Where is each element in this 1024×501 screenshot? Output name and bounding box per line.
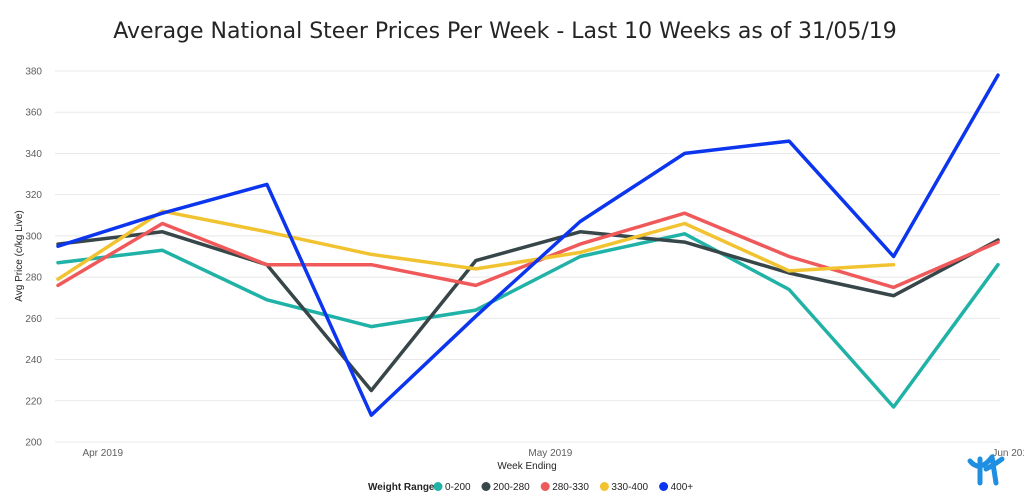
legend-item-200-280[interactable]: 200-280 [481,482,531,493]
series-line-200-280 [56,230,1000,393]
legend-item-0-200[interactable]: 0-200 [433,482,472,493]
legend-item-280-330[interactable]: 280-330 [540,482,590,493]
legend-label: 200-280 [493,482,530,493]
y-tick-label: 240 [25,355,42,366]
series-lines [56,73,1000,417]
y-axis-title: Avg Price (c/kg Live) [14,210,25,302]
x-tick-label: May 2019 [528,448,572,459]
x-tick-label: Jun 2019 [992,448,1024,459]
legend-marker [433,482,443,491]
legend-marker [599,482,609,491]
legend-label: 0-200 [445,482,471,493]
gridlines [55,70,1000,443]
x-axis-ticks: Apr 2019 May 2019 Jun 2019 [82,448,1024,459]
y-tick-label: 280 [25,273,42,284]
y-tick-label: 200 [25,438,42,449]
series-line-280-330 [56,211,1000,290]
series-line-0-200 [56,232,1000,409]
y-tick-label: 260 [25,314,42,325]
legend-label: 280-330 [552,482,589,493]
y-axis-ticks: 200 220 240 260 280 300 320 340 360 380 [25,67,42,449]
y-tick-label: 320 [25,190,42,201]
brand-logo [967,454,1005,486]
legend-item-330-400[interactable]: 330-400 [599,482,649,493]
legend-title: Weight Range [368,482,435,493]
y-tick-label: 220 [25,396,42,407]
x-tick-label: Apr 2019 [82,448,123,459]
x-axis-title: Week Ending [497,461,556,472]
chart-title: Average National Steer Prices Per Week -… [113,19,897,44]
legend-item-400-[interactable]: 400+ [659,482,693,493]
series-line-330-400 [56,209,896,281]
legend-marker [659,482,669,491]
y-tick-label: 340 [25,149,42,160]
legend-label: 330-400 [611,482,648,493]
legend[interactable]: Weight Range 0-200 200-280 280-330 330-400 4… [368,482,693,493]
y-tick-label: 360 [25,108,42,119]
series-line-400- [56,73,1000,417]
y-tick-label: 300 [25,231,42,242]
y-tick-label: 380 [25,67,42,78]
legend-label: 400+ [671,482,694,493]
legend-marker [481,482,491,491]
legend-marker [540,482,550,491]
